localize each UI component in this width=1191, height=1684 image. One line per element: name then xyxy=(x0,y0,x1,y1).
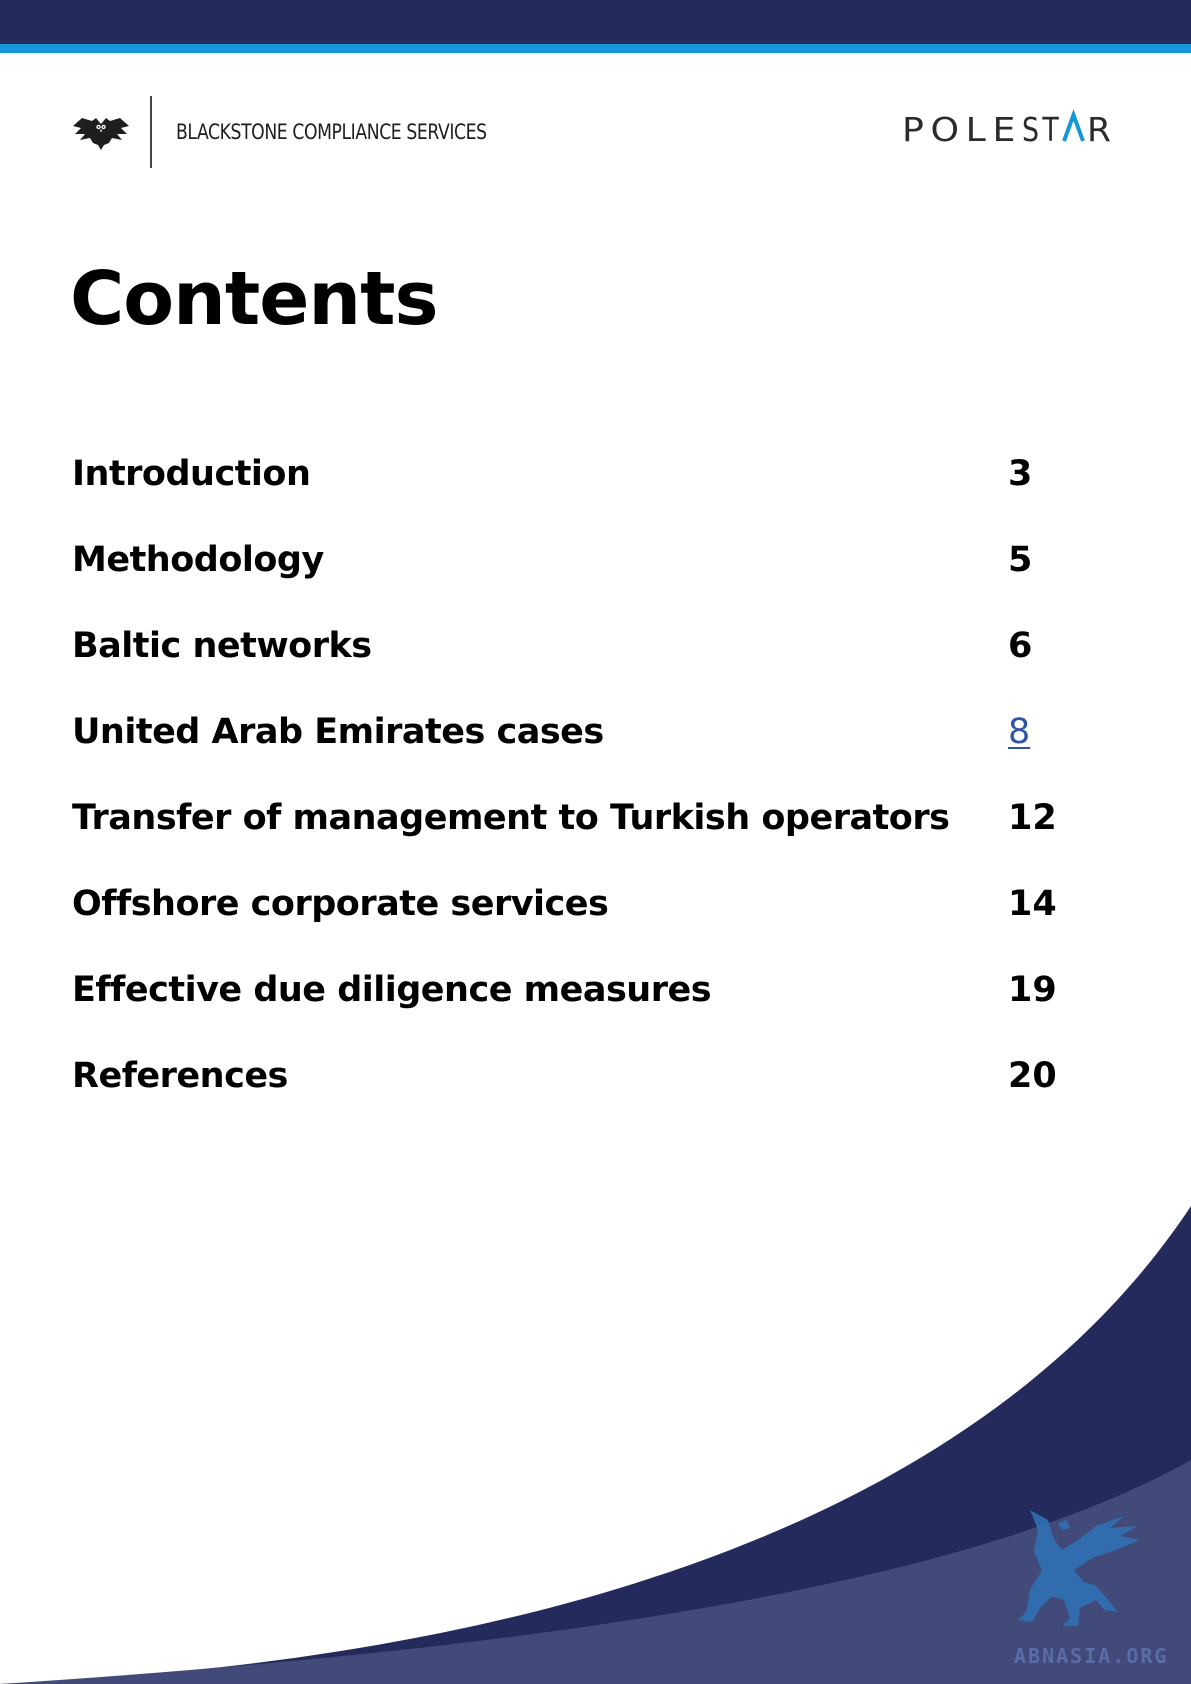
pole-star-logo: POLE ST R xyxy=(902,109,1111,148)
brand-name: BLACKSTONE COMPLIANCE SERVICES xyxy=(175,120,487,144)
owl-icon xyxy=(73,118,129,150)
toc-entry[interactable]: Effective due diligence measures 19 xyxy=(72,960,1072,1020)
toc-entry-label: Effective due diligence measures xyxy=(72,970,712,1010)
page-title: Contents xyxy=(70,256,438,342)
header-accent-stripe xyxy=(0,44,1191,53)
toc-entry-page: 5 xyxy=(1008,540,1033,580)
toc-entry[interactable]: Baltic networks 6 xyxy=(72,616,1072,676)
toc-entry-label: Offshore corporate services xyxy=(72,884,609,924)
toc-entry-label: Transfer of management to Turkish operat… xyxy=(72,798,950,838)
svg-text:ST: ST xyxy=(1022,110,1062,148)
footer-wave-light xyxy=(0,1460,1191,1684)
brand-header: BLACKSTONE COMPLIANCE SERVICES xyxy=(72,96,554,168)
header-divider xyxy=(150,96,152,168)
toc-entry-page: 12 xyxy=(1008,798,1057,838)
toc-entry-page: 20 xyxy=(1008,1056,1057,1096)
header-band xyxy=(0,0,1191,44)
toc-entry-label: Introduction xyxy=(72,454,311,494)
watermark-text: ABNASIA.ORG xyxy=(1014,1644,1169,1668)
toc-entry[interactable]: Transfer of management to Turkish operat… xyxy=(72,788,1072,848)
svg-text:POLE: POLE xyxy=(902,110,1022,148)
toc-entry-label: Methodology xyxy=(72,540,324,580)
footer-wave-dark xyxy=(0,1206,1191,1684)
toc-entry[interactable]: United Arab Emirates cases 8 xyxy=(72,702,1072,762)
toc-entry-label: United Arab Emirates cases xyxy=(72,712,604,752)
toc-entry-page: 19 xyxy=(1008,970,1057,1010)
svg-text:R: R xyxy=(1087,110,1111,148)
toc-entry-page: 3 xyxy=(1008,454,1033,494)
toc-entry-page-link[interactable]: 8 xyxy=(1008,712,1031,752)
griffin-icon xyxy=(1018,1510,1140,1626)
toc-entry[interactable]: Offshore corporate services 14 xyxy=(72,874,1072,934)
toc-entry-page: 14 xyxy=(1008,884,1057,924)
toc-entry-label: Baltic networks xyxy=(72,626,372,666)
toc-entry[interactable]: Methodology 5 xyxy=(72,530,1072,590)
toc-entry[interactable]: Introduction 3 xyxy=(72,444,1072,504)
toc-entry-label: References xyxy=(72,1056,288,1096)
toc-entry-page: 6 xyxy=(1008,626,1033,666)
footer-wave-decoration xyxy=(0,1206,1191,1684)
toc-entry[interactable]: References 20 xyxy=(72,1046,1072,1106)
